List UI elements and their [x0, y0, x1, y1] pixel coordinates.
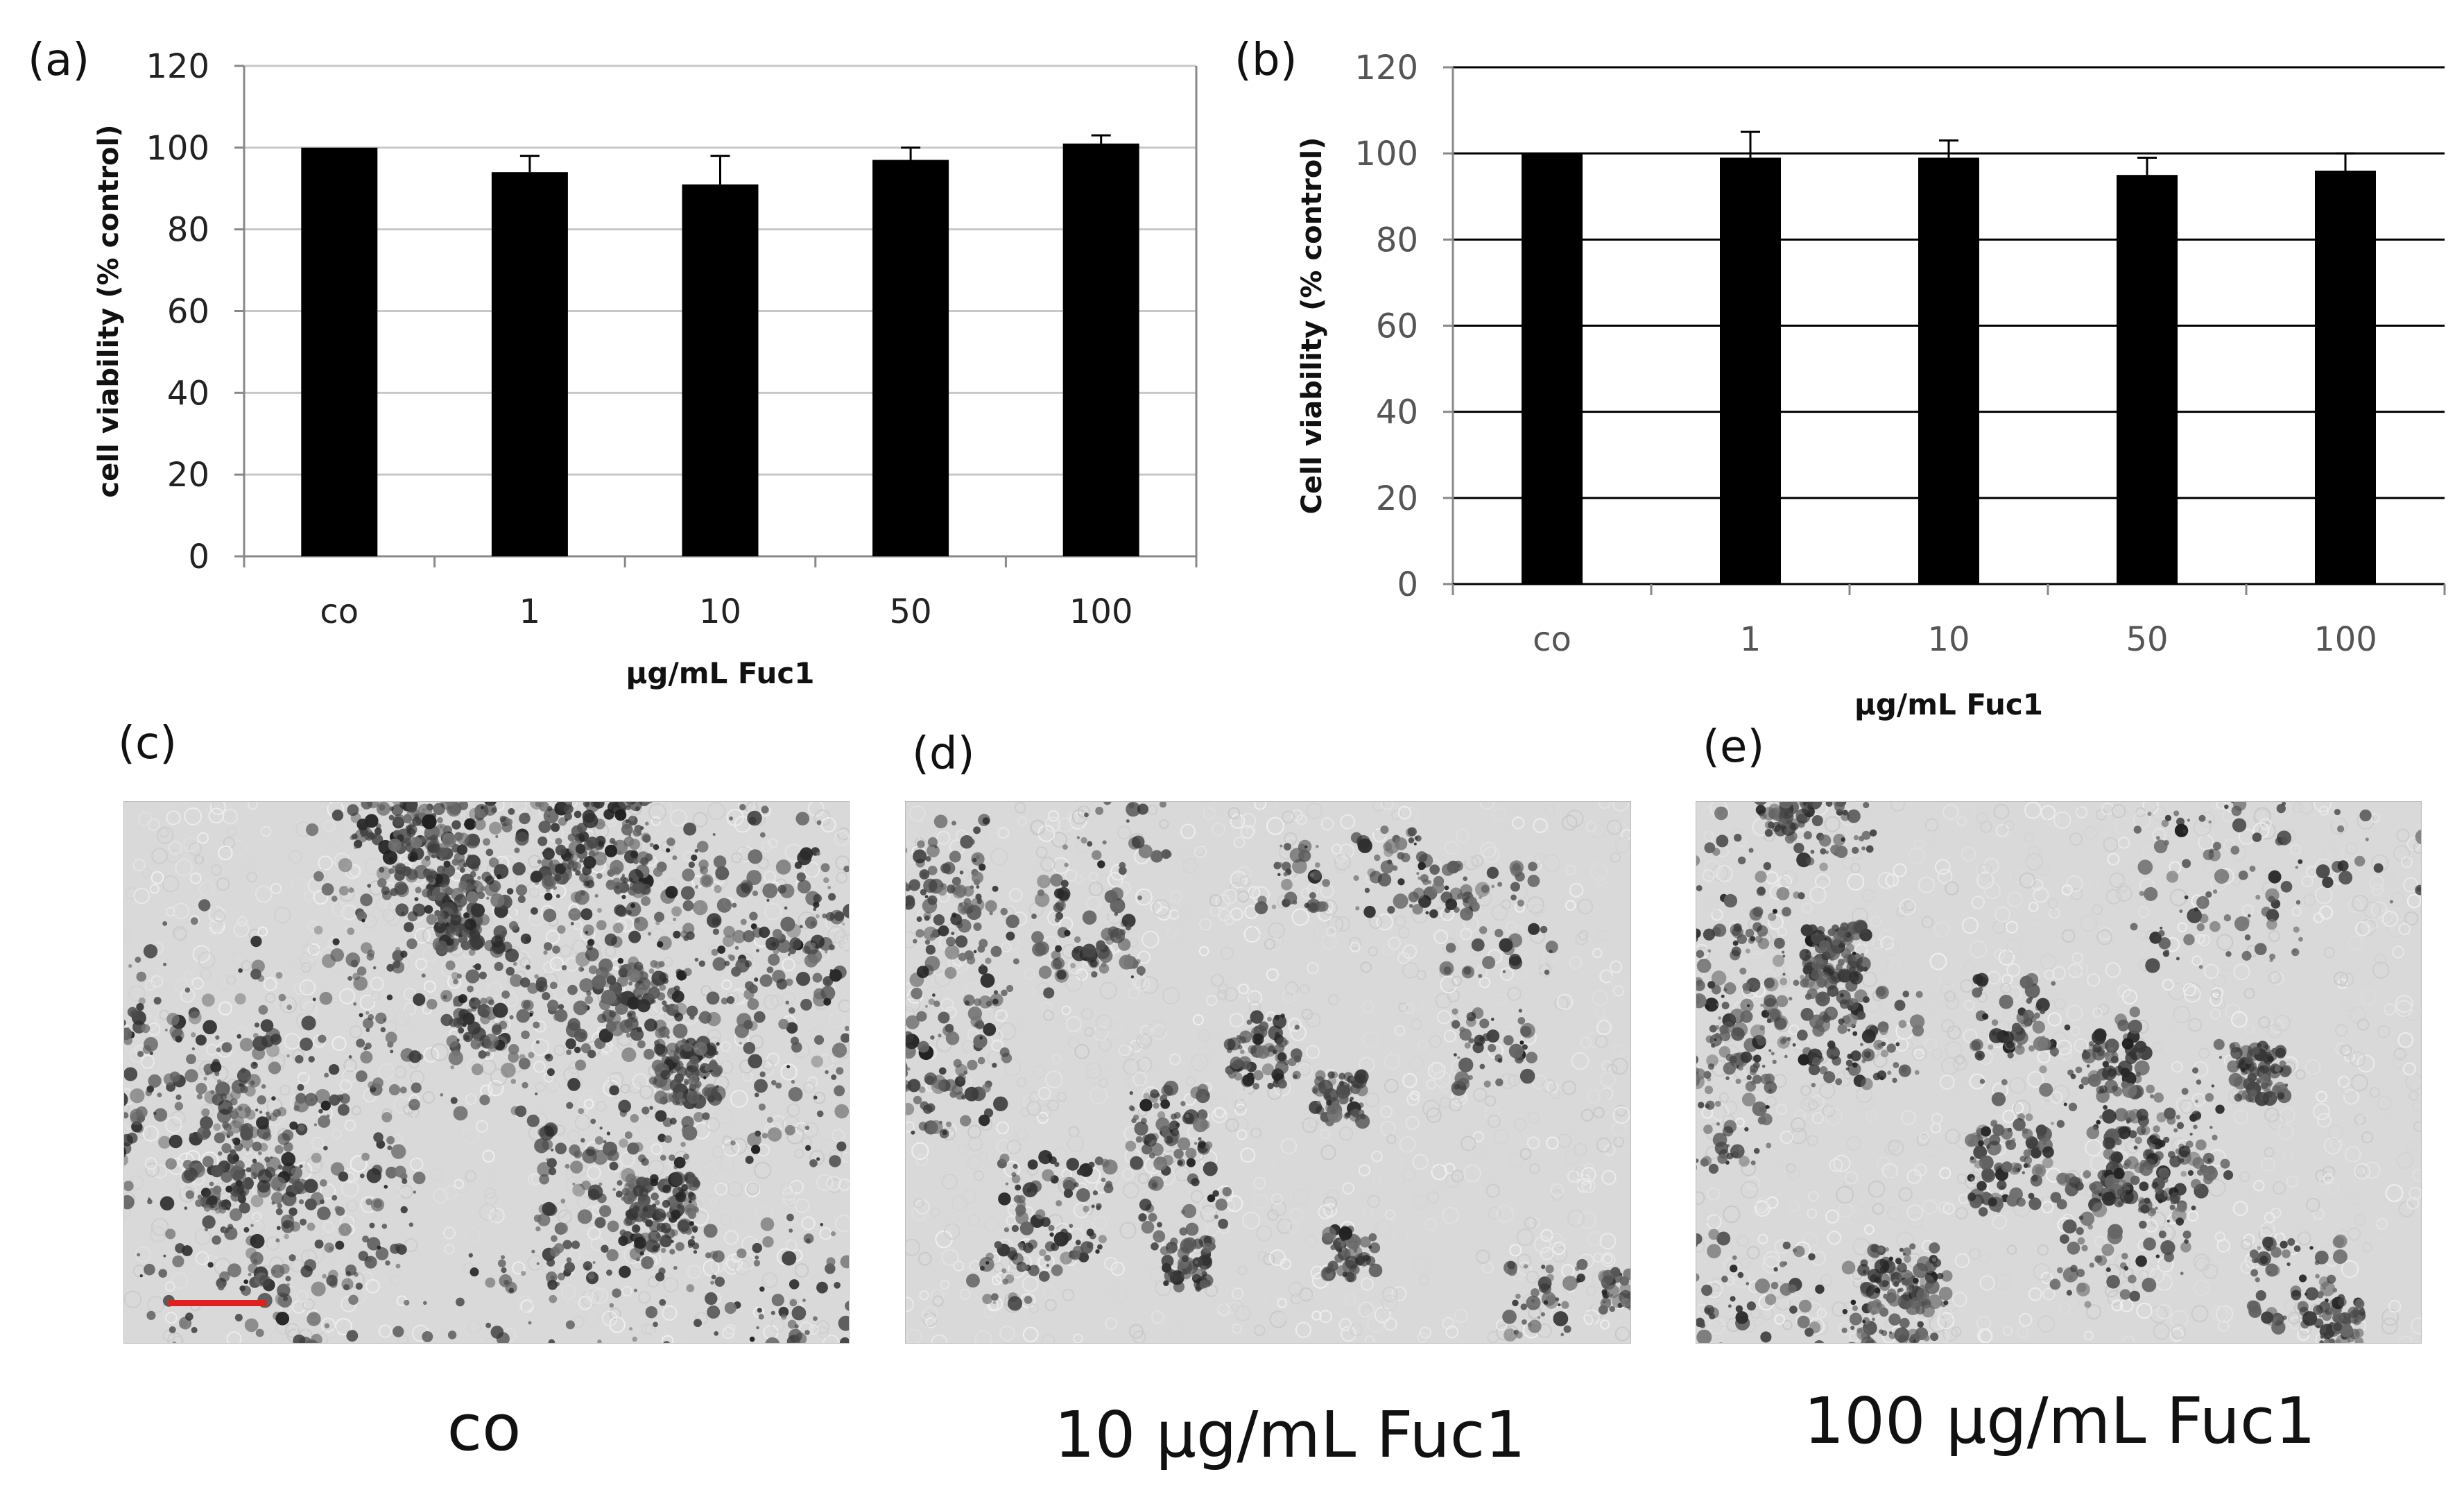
bar-a-50: [872, 160, 949, 557]
ytick-label-b-6: 120: [1354, 49, 1418, 87]
bar-b-1: [1720, 157, 1781, 584]
scale-bar: [169, 1300, 267, 1306]
bar-a-1: [491, 172, 568, 556]
caption-10ug: 10 µg/mL Fuc1: [1054, 1398, 1526, 1472]
bar-b-50: [2117, 175, 2178, 585]
xtick-label-a-10: 10: [699, 592, 741, 631]
ytick-label-b-1: 20: [1376, 479, 1418, 518]
micrograph-control-texture: [124, 802, 849, 1343]
ytick-label-a-3: 60: [167, 293, 209, 332]
bar-b-10: [1918, 157, 1979, 584]
ytick-label-a-1: 20: [167, 456, 209, 495]
xlabel-b: µg/mL Fuc1: [1854, 687, 2043, 721]
ytick-label-b-2: 40: [1376, 393, 1418, 432]
ytick-label-a-4: 80: [167, 211, 209, 250]
ytick-label-b-3: 60: [1376, 307, 1418, 346]
bar-a-10: [682, 184, 759, 556]
xtick-label-a-100: 100: [1069, 592, 1133, 631]
panel-label-c: (c): [118, 718, 178, 769]
ylabel-b: Cell viability (% control): [1296, 137, 1328, 515]
ytick-label-a-6: 120: [146, 47, 209, 86]
panel-label-d: (d): [912, 728, 975, 780]
xtick-label-b-co: co: [1533, 620, 1571, 659]
xtick-label-b-1: 1: [1740, 620, 1761, 659]
ytick-label-b-0: 0: [1397, 565, 1418, 604]
caption-100ug: 100 µg/mL Fuc1: [1803, 1384, 2316, 1458]
bar-a-co: [301, 147, 378, 557]
xlabel-a: µg/mL Fuc1: [626, 656, 814, 690]
xtick-label-a-1: 1: [519, 592, 541, 631]
xtick-label-a-50: 50: [890, 592, 932, 631]
xtick-label-b-50: 50: [2126, 620, 2168, 659]
ytick-label-b-5: 100: [1354, 135, 1418, 173]
ylabel-a: cell viability (% control): [93, 124, 125, 497]
ytick-label-b-4: 80: [1376, 221, 1418, 259]
panel-label-e: (e): [1703, 721, 1765, 773]
bar-b-co: [1522, 153, 1583, 584]
xtick-label-b-100: 100: [2314, 620, 2377, 659]
xtick-label-a-co: co: [320, 592, 359, 631]
ytick-label-a-2: 40: [167, 374, 209, 413]
micrograph-10ug: [905, 801, 1631, 1344]
ytick-label-a-5: 100: [146, 129, 209, 168]
micrograph-100ug-texture: [1696, 802, 2421, 1343]
ytick-label-a-0: 0: [188, 538, 209, 576]
bar-a-100: [1062, 143, 1139, 557]
micrograph-control: [123, 801, 850, 1344]
micrograph-100ug: [1696, 801, 2422, 1344]
caption-control: co: [447, 1391, 522, 1465]
xtick-label-b-10: 10: [1927, 620, 1970, 659]
micrograph-10ug-texture: [906, 802, 1630, 1343]
panel-label-b: (b): [1234, 35, 1298, 86]
panel-label-a: (a): [28, 35, 90, 86]
bar-b-100: [2315, 171, 2376, 584]
